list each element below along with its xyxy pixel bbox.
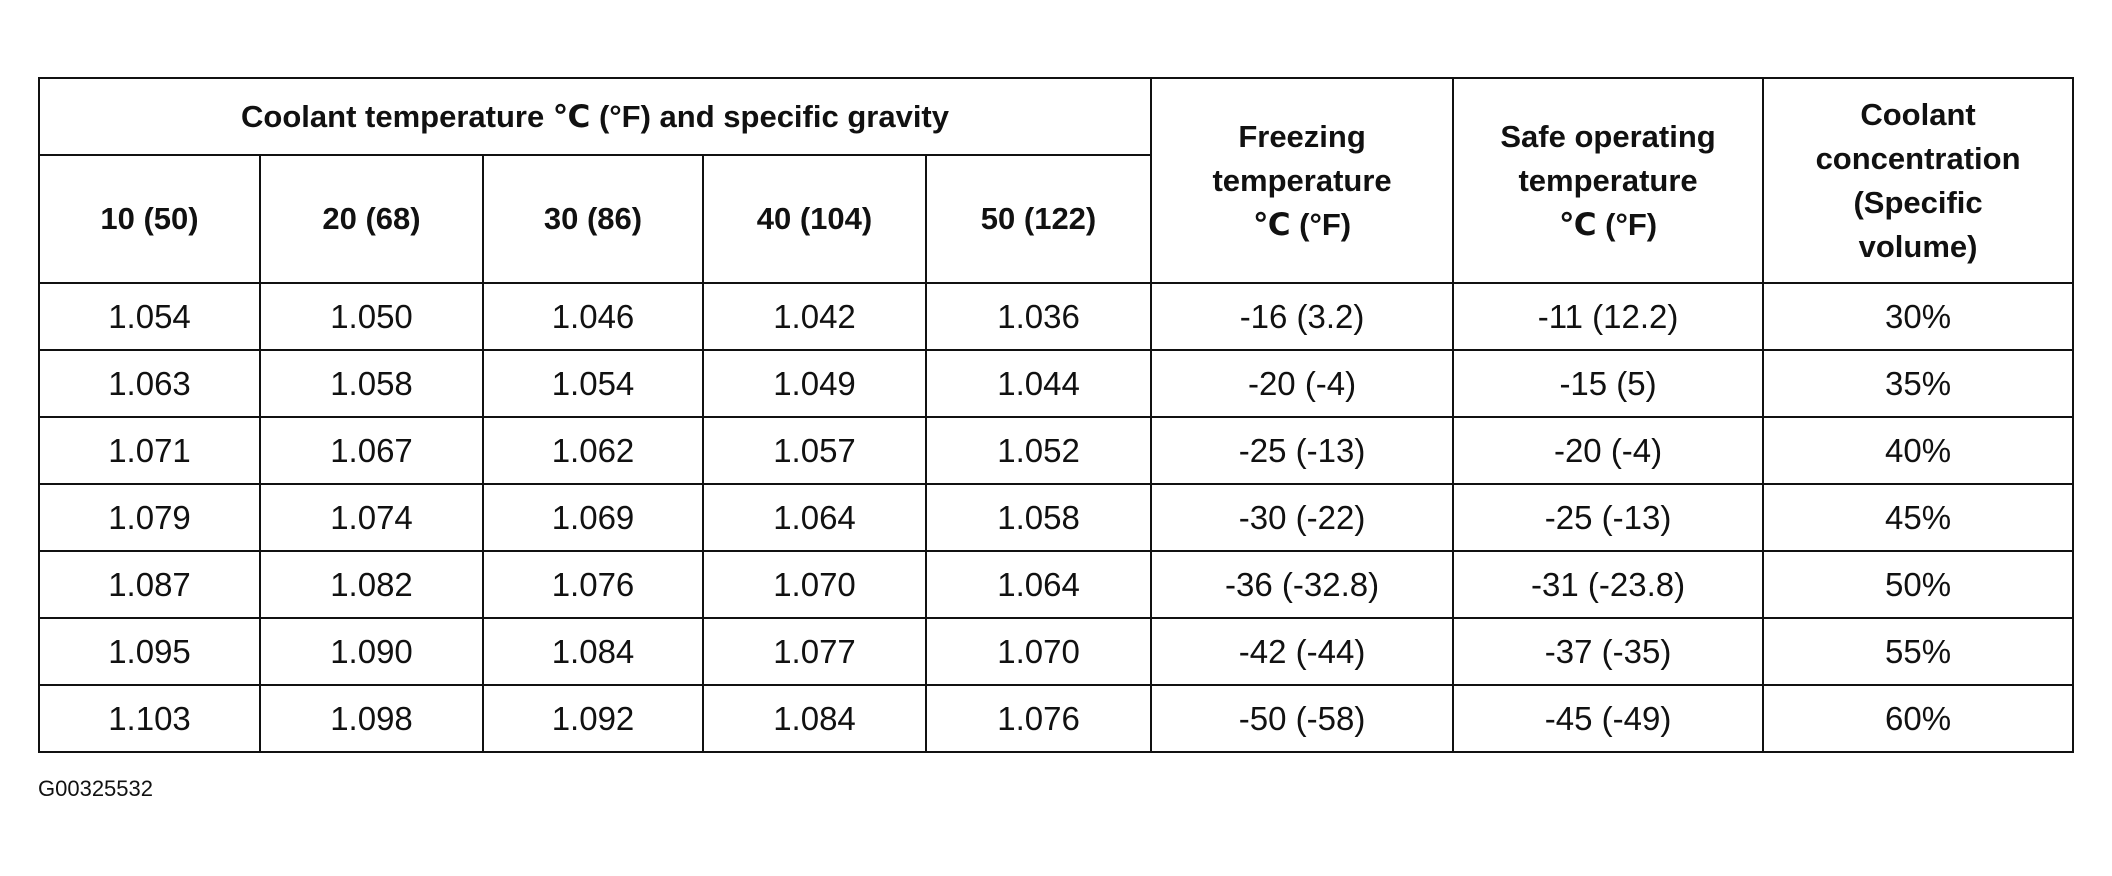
table-cell: 50% xyxy=(1762,550,2075,619)
safe-header: Safe operating temperature ℃ (°F) xyxy=(1452,77,1765,284)
header-line: Freezing xyxy=(1238,118,1366,154)
table-cell: 1.044 xyxy=(924,349,1153,418)
table-cell: 60% xyxy=(1762,684,2075,753)
table-cell: -30 (-22) xyxy=(1150,483,1455,552)
table-cell: 1.057 xyxy=(702,416,927,485)
table-cell: 1.054 xyxy=(38,282,261,351)
table-cell: -45 (-49) xyxy=(1452,684,1765,753)
table-row: 1.071 1.067 1.062 1.057 1.052 -25 (-13) -20 (-… xyxy=(38,416,2075,485)
table-cell: 1.062 xyxy=(482,416,704,485)
table-row: 1.079 1.074 1.069 1.064 1.058 -30 (-22) -25 (-… xyxy=(38,483,2075,552)
header-line: concentration xyxy=(1815,140,2021,176)
table-cell: 1.092 xyxy=(482,684,704,753)
table-cell: 1.070 xyxy=(702,550,927,619)
table-cell: -42 (-44) xyxy=(1150,617,1455,686)
table-cell: -11 (12.2) xyxy=(1452,282,1765,351)
header-line: Coolant xyxy=(1860,96,1976,132)
table-cell: 40% xyxy=(1762,416,2075,485)
header-line: volume) xyxy=(1858,228,1978,264)
table-cell: 1.103 xyxy=(38,684,261,753)
table-cell: 1.049 xyxy=(702,349,927,418)
column-header: 20 (68) xyxy=(259,154,484,284)
column-header: 50 (122) xyxy=(924,154,1153,284)
table-cell: 1.067 xyxy=(259,416,484,485)
table-cell: 1.077 xyxy=(702,617,927,686)
table-cell: 1.071 xyxy=(38,416,261,485)
table-cell: -31 (-23.8) xyxy=(1452,550,1765,619)
header-line: temperature xyxy=(1518,162,1698,198)
header-line: Safe operating xyxy=(1500,118,1716,154)
table-row: 1.063 1.058 1.054 1.049 1.044 -20 (-4) -15 (5)… xyxy=(38,349,2075,418)
table-cell: 1.079 xyxy=(38,483,261,552)
coolant-table: Coolant temperature ℃ (°F) and specific … xyxy=(37,77,2075,753)
table-cell: -16 (3.2) xyxy=(1150,282,1455,351)
table-cell: 55% xyxy=(1762,617,2075,686)
table-cell: 1.076 xyxy=(482,550,704,619)
table-cell: 1.054 xyxy=(482,349,704,418)
column-header: 40 (104) xyxy=(702,154,927,284)
table-cell: -37 (-35) xyxy=(1452,617,1765,686)
table-cell: 1.050 xyxy=(259,282,484,351)
table-cell: 1.058 xyxy=(259,349,484,418)
table-cell: 1.084 xyxy=(482,617,704,686)
header-line: ℃ (°F) xyxy=(1558,206,1658,242)
table-row: 1.095 1.090 1.084 1.077 1.070 -42 (-44) -37 (-… xyxy=(38,617,2075,686)
table-cell: 1.069 xyxy=(482,483,704,552)
table-cell: 1.095 xyxy=(38,617,261,686)
table-cell: -20 (-4) xyxy=(1150,349,1455,418)
table-cell: 1.076 xyxy=(924,684,1153,753)
table-cell: 1.084 xyxy=(702,684,927,753)
table-cell: 1.036 xyxy=(924,282,1153,351)
table-cell: 1.070 xyxy=(924,617,1153,686)
table-cell: 1.046 xyxy=(482,282,704,351)
table-cell: -25 (-13) xyxy=(1452,483,1765,552)
table-cell: -50 (-58) xyxy=(1150,684,1455,753)
column-header: 30 (86) xyxy=(482,154,704,284)
table-cell: 1.098 xyxy=(259,684,484,753)
table-cell: 1.052 xyxy=(924,416,1153,485)
table-cell: -15 (5) xyxy=(1452,349,1765,418)
header-line: ℃ (°F) xyxy=(1252,206,1352,242)
header-line: (Specific xyxy=(1853,184,1983,220)
table-row: 1.087 1.082 1.076 1.070 1.064 -36 (-32.8) -31 … xyxy=(38,550,2075,619)
table-cell: 1.074 xyxy=(259,483,484,552)
table-cell: 1.087 xyxy=(38,550,261,619)
table-cell: 1.064 xyxy=(924,550,1153,619)
table-cell: 1.042 xyxy=(702,282,927,351)
table-cell: 1.058 xyxy=(924,483,1153,552)
header-line: temperature xyxy=(1212,162,1392,198)
concentration-header: Coolant concentration (Specific volume) xyxy=(1762,77,2075,284)
table-row: 1.103 1.098 1.092 1.084 1.076 -50 (-58) -45 (-… xyxy=(38,684,2075,753)
figure-code: G00325532 xyxy=(38,776,153,801)
group-header: Coolant temperature ℃ (°F) and specific … xyxy=(37,77,1153,156)
table-cell: 1.064 xyxy=(702,483,927,552)
table-cell: -36 (-32.8) xyxy=(1150,550,1455,619)
table-cell: -25 (-13) xyxy=(1150,416,1455,485)
freezing-header: Freezing temperature ℃ (°F) xyxy=(1150,77,1455,284)
table-cell: 35% xyxy=(1762,349,2075,418)
table-cell: 1.082 xyxy=(259,550,484,619)
table-cell: -20 (-4) xyxy=(1452,416,1765,485)
table-cell: 45% xyxy=(1762,483,2075,552)
column-header: 10 (50) xyxy=(38,154,261,284)
table-cell: 1.090 xyxy=(259,617,484,686)
table-cell: 30% xyxy=(1762,282,2075,351)
table-cell: 1.063 xyxy=(38,349,261,418)
table-row: 1.054 1.050 1.046 1.042 1.036 -16 (3.2) -11 (1… xyxy=(38,282,2075,351)
